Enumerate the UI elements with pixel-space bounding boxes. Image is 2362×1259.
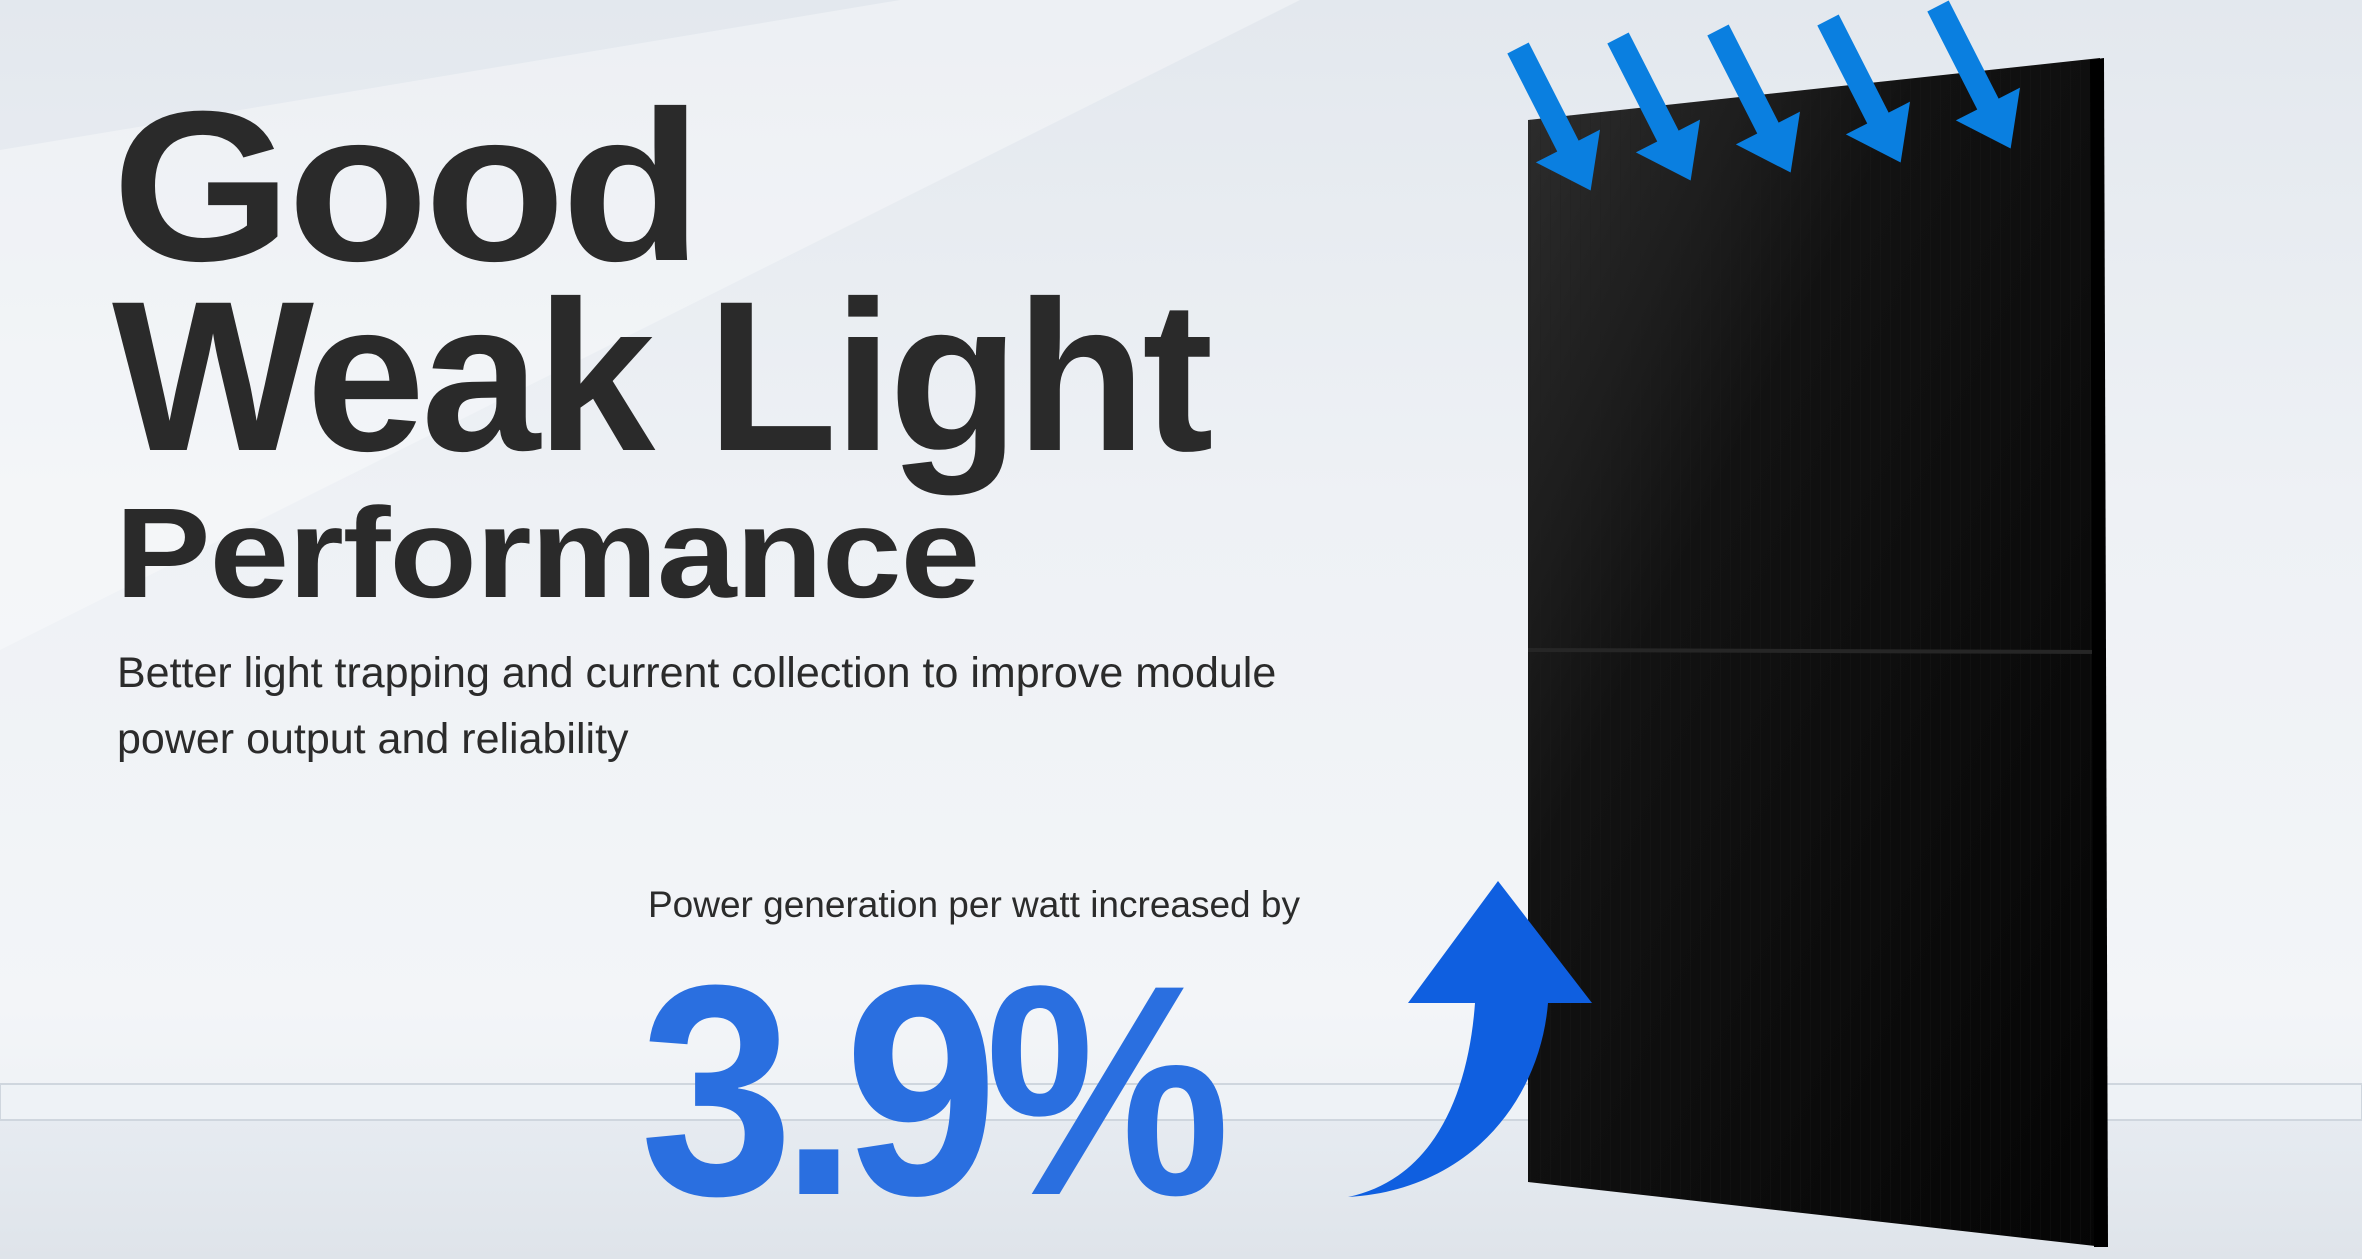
- solar-panel: [1527, 58, 2108, 1247]
- light-ray-arrow-icon: [1507, 0, 2021, 191]
- light-beam: [0, 0, 1300, 650]
- stat-value: 3.9%: [640, 922, 1230, 1258]
- headline-line-1: Good: [112, 67, 702, 306]
- headline-line-3: Performance: [115, 482, 980, 625]
- subtitle: Better light trapping and current collec…: [117, 649, 1277, 763]
- increase-arrow-icon: [1348, 881, 1592, 1197]
- stat-label: Power generation per watt increased by: [648, 884, 1300, 925]
- headline-line-2: Weak Light: [112, 257, 1214, 496]
